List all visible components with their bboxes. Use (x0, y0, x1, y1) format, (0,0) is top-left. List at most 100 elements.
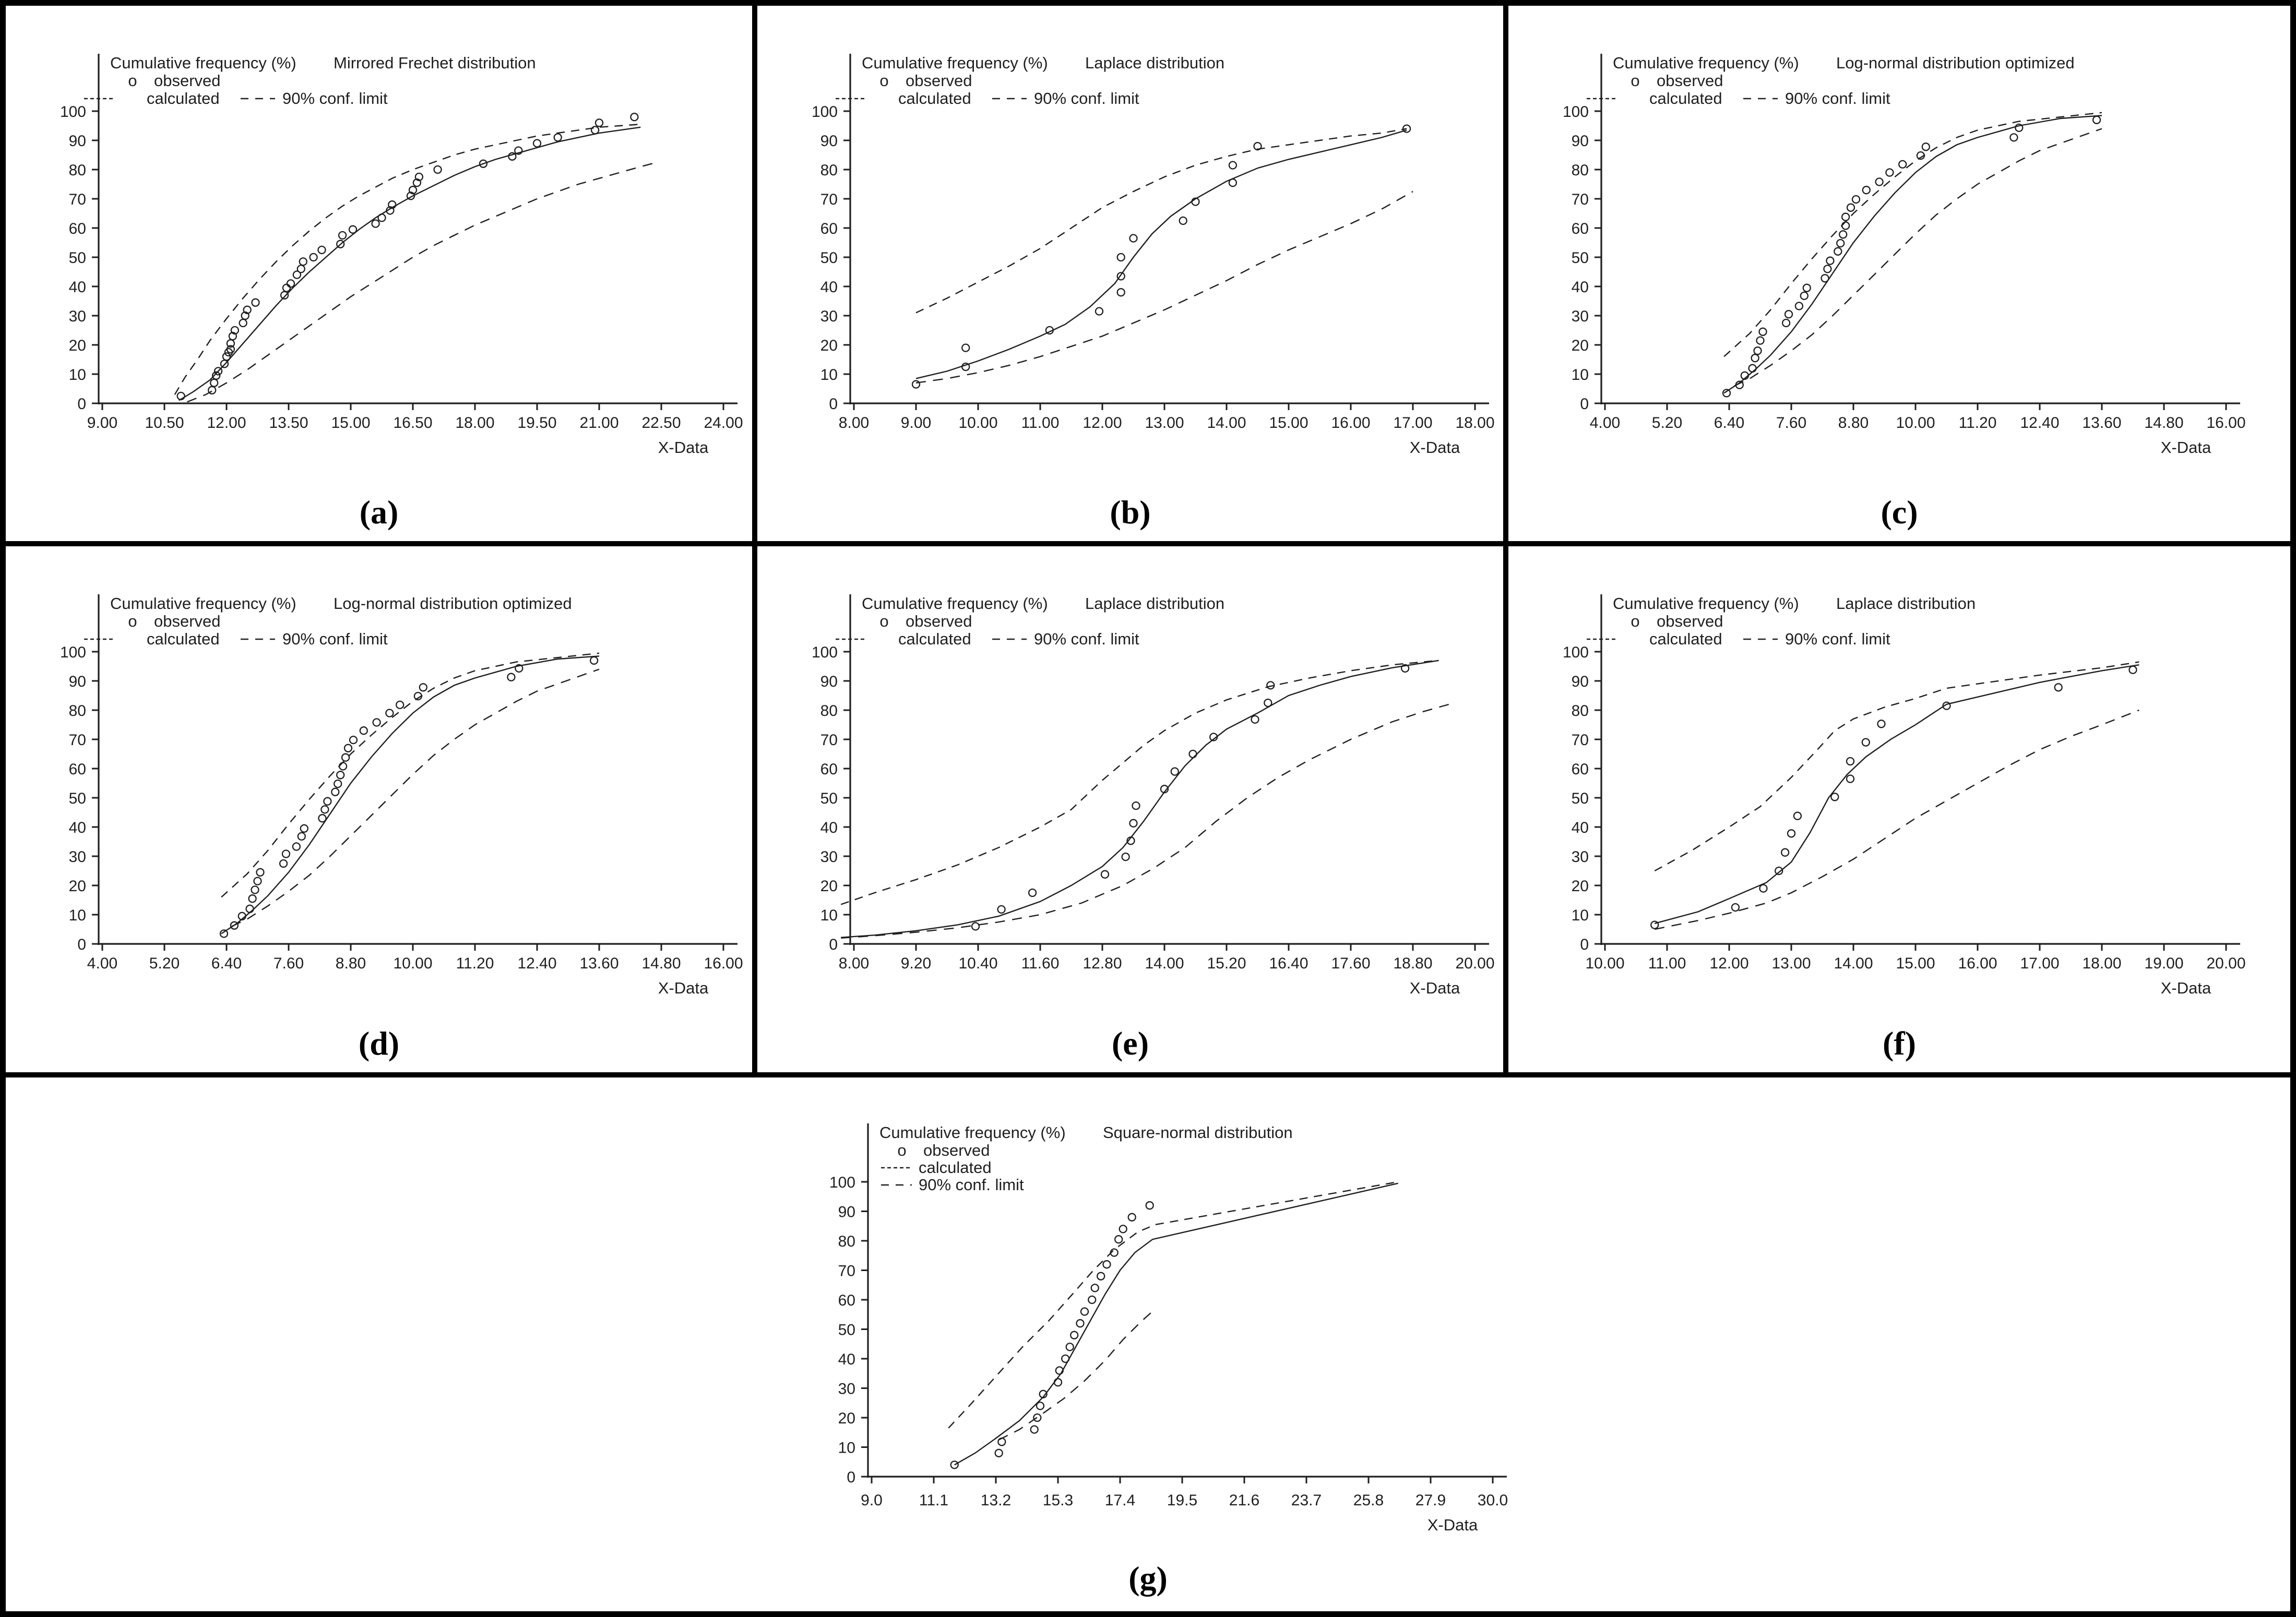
series (947, 1181, 1398, 1466)
observed-point (590, 126, 600, 135)
observed-point (1877, 720, 1886, 728)
y-tick-label: 100 (812, 103, 838, 121)
observed-point (1075, 1319, 1085, 1328)
y-tick-label: 100 (60, 644, 86, 661)
x-tick-label: 11.00 (1021, 414, 1060, 432)
observed-point (1830, 793, 1839, 801)
y-tick-label: 70 (820, 732, 838, 749)
observed-point (1251, 715, 1259, 724)
conf-lower-line (231, 668, 600, 927)
x-tick-label: 12.00 (1082, 414, 1122, 432)
legend-calculated-label: calculated (898, 630, 971, 648)
observed-point (532, 139, 542, 148)
legend: Cumulative frequency (%) Log-normal distr… (84, 594, 572, 648)
chart-title: Square-normal distribution (1103, 1123, 1293, 1142)
observed-point (971, 922, 980, 931)
x-tick-label: 15.00 (1896, 955, 1935, 972)
observed-points (950, 1201, 1154, 1469)
y-tick-label: 90 (69, 673, 86, 690)
y-axis-series-title: Cumulative frequency (%) (862, 594, 1048, 613)
y-tick-label: 20 (69, 337, 86, 354)
y-tick-label: 40 (1572, 279, 1589, 296)
observed-point (243, 305, 252, 314)
observed-point (292, 270, 302, 279)
series (1723, 112, 2102, 394)
caption-f: (f) (1883, 1025, 1916, 1062)
observed-point (1780, 848, 1790, 857)
x-axis-title: X-Data (2161, 979, 2211, 997)
x-tick-label: 8.80 (336, 955, 366, 972)
y-tick-label: 90 (820, 133, 838, 150)
observed-point (228, 332, 237, 341)
x-tick-label: 30.0 (1477, 1492, 1507, 1509)
legend-conf-label: 90% conf. limit (919, 1176, 1024, 1194)
observed-point (1253, 142, 1262, 151)
x-tick-label: 24.00 (704, 414, 743, 432)
y-axis-series-title: Cumulative frequency (%) (110, 54, 296, 72)
observed-point (299, 257, 307, 266)
y-tick-label: 10 (69, 366, 86, 384)
y-tick-label: 0 (77, 396, 86, 413)
panel-d: 0 10 20 30 40 50 60 70 80 90 100 4.00 5.20 6.40 7.60 8.… (6, 546, 752, 1072)
observed-point (318, 814, 327, 823)
y-tick-label: 80 (1572, 162, 1589, 179)
observed-point (230, 921, 239, 930)
chart-e-canvas: 0 10 20 30 40 50 60 70 80 90 100 8.00 9.20 10.40 11.60… (812, 594, 1495, 997)
x-tick-label: 14.80 (641, 955, 681, 972)
observed-point (1875, 177, 1884, 186)
calculated-line (221, 655, 600, 935)
observed-point (280, 291, 289, 300)
observed-point (386, 206, 395, 215)
legend-observed-marker: o (879, 612, 888, 630)
observed-point (1039, 1390, 1048, 1398)
y-tick-label: 80 (1572, 702, 1589, 720)
observed-point (239, 318, 247, 328)
y-tick-label: 80 (69, 162, 86, 179)
conf-upper-line (174, 124, 641, 395)
observed-point (1650, 920, 1659, 929)
y-tick-label: 0 (1580, 936, 1589, 953)
y-tick-label: 0 (77, 936, 86, 953)
conf-lower-line (1734, 128, 2102, 387)
observed-point (1781, 318, 1791, 328)
axes: 0 10 20 30 40 50 60 70 80 90 100 8.00 9.20 10.40 11.60… (812, 594, 1495, 997)
x-tick-label: 19.50 (517, 414, 556, 432)
x-tick-label: 16.50 (393, 414, 432, 432)
x-tick-label: 15.00 (331, 414, 370, 432)
observed-point (1862, 186, 1871, 195)
observed-points (219, 656, 599, 938)
legend-calculated-label: calculated (898, 89, 971, 107)
conf-upper-line (947, 1181, 1398, 1429)
y-tick-label: 90 (1572, 133, 1589, 150)
observed-point (323, 797, 332, 806)
observed-point (309, 253, 318, 262)
x-tick-label: 6.40 (211, 955, 242, 972)
observed-point (1100, 870, 1110, 879)
observed-point (1228, 178, 1238, 187)
observed-point (508, 152, 517, 161)
y-tick-label: 70 (1572, 732, 1589, 749)
legend: Cumulative frequency (%) Laplace distribu… (1587, 594, 1976, 648)
x-tick-label: 12.00 (207, 414, 246, 432)
x-tick-label: 11.20 (1959, 414, 1997, 432)
legend-conf-label: 90% conf. limit (282, 89, 388, 107)
observed-point (1775, 866, 1783, 876)
x-tick-label: 12.40 (517, 955, 556, 972)
observed-point (338, 231, 347, 240)
observed-point (1036, 1402, 1044, 1410)
y-tick-label: 50 (820, 249, 838, 267)
y-tick-label: 50 (1572, 790, 1589, 807)
y-tick-label: 30 (820, 308, 838, 325)
observed-point (1129, 234, 1138, 243)
axes: 0 10 20 30 40 50 60 70 80 90 100 9.00 10.50 12.00 13.5… (60, 54, 743, 457)
x-tick-label: 5.20 (149, 955, 180, 972)
observed-point (1846, 757, 1855, 766)
observed-point (1160, 785, 1169, 794)
y-tick-label: 90 (838, 1204, 855, 1221)
y-tick-label: 50 (1572, 249, 1589, 267)
legend-calculated-label: calculated (1649, 630, 1722, 648)
observed-point (1793, 811, 1802, 820)
observed-point (300, 824, 308, 833)
y-tick-label: 70 (820, 191, 838, 208)
conf-upper-line (840, 660, 1439, 905)
